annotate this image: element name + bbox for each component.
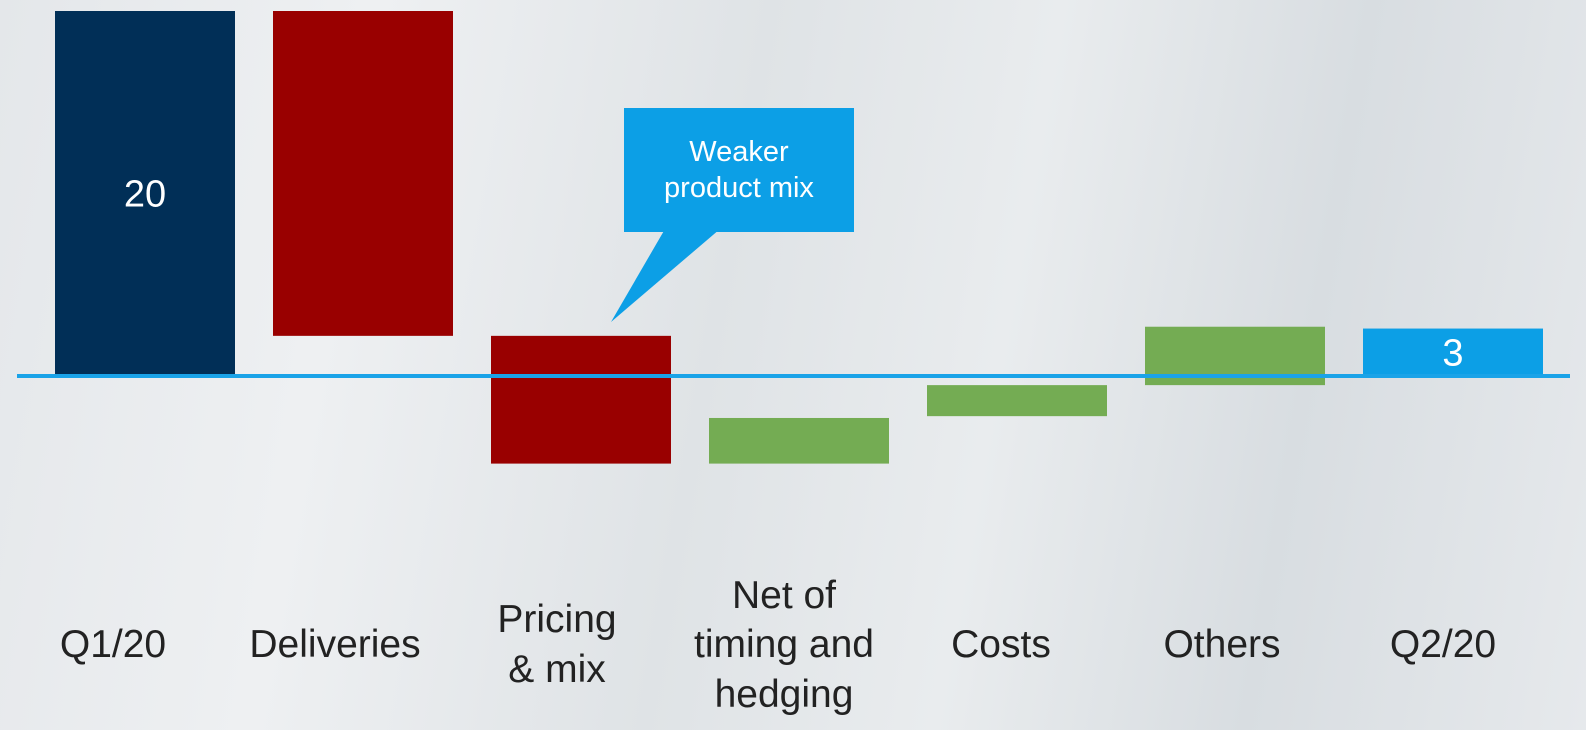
bar-2 <box>273 11 453 336</box>
category-label-2: Deliveries <box>249 623 421 667</box>
category-label-1: Q1/20 <box>59 623 167 667</box>
category-label-3: Pricing & mix <box>497 598 617 691</box>
bar-5 <box>927 385 1107 417</box>
category-label-7: Q2/20 <box>1389 623 1497 667</box>
bar-7 <box>1363 328 1543 376</box>
callout-weaker-product-mix: Weaker product mix <box>624 108 854 232</box>
category-label-6: Others <box>1163 623 1281 667</box>
bar-value-label-1: 20 <box>124 174 166 216</box>
bar-1 <box>55 11 235 376</box>
bar-3 <box>491 335 671 464</box>
category-label-4: Net of timing and hedging <box>694 573 874 716</box>
bar-value-label-7: 3 <box>1442 332 1463 374</box>
bar-4 <box>709 417 889 464</box>
category-label-5: Costs <box>951 623 1051 667</box>
